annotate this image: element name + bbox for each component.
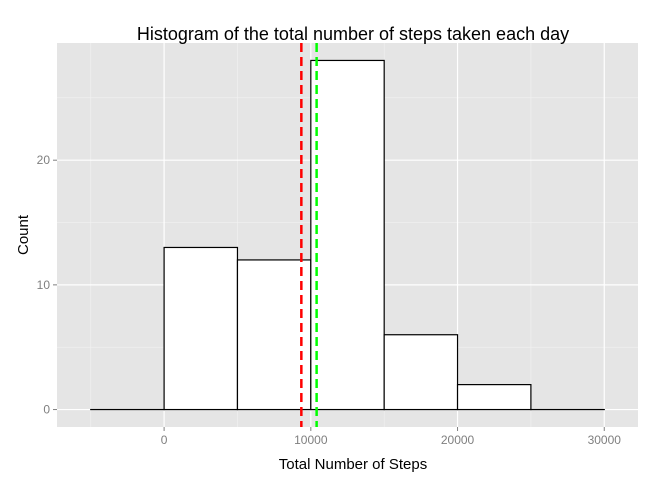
x-tick-label: 30000 — [588, 433, 622, 447]
x-tick-label: 0 — [161, 433, 168, 447]
y-axis-label: Count — [15, 214, 32, 255]
y-tick-label: 0 — [43, 403, 50, 417]
x-tick-label: 10000 — [294, 433, 328, 447]
histogram-bar — [458, 385, 531, 410]
histogram-bar — [164, 247, 237, 409]
chart-title: Histogram of the total number of steps t… — [137, 24, 569, 44]
histogram-bar — [384, 335, 457, 410]
histogram-bar — [311, 60, 384, 409]
histogram-bar — [237, 260, 310, 410]
y-tick-label: 20 — [37, 153, 51, 167]
x-axis-label: Total Number of Steps — [279, 456, 427, 473]
x-tick-label: 20000 — [441, 433, 475, 447]
y-tick-label: 10 — [37, 278, 51, 292]
